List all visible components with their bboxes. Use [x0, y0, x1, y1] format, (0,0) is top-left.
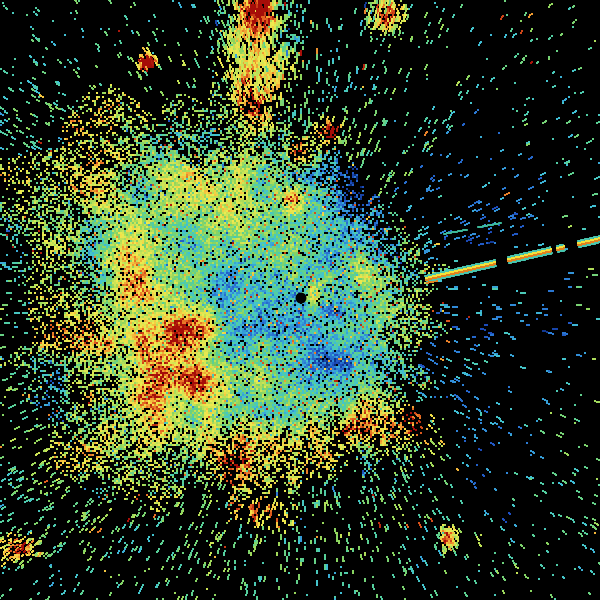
- radar-display: [0, 0, 600, 600]
- radar-ppi-heatmap: [0, 0, 600, 600]
